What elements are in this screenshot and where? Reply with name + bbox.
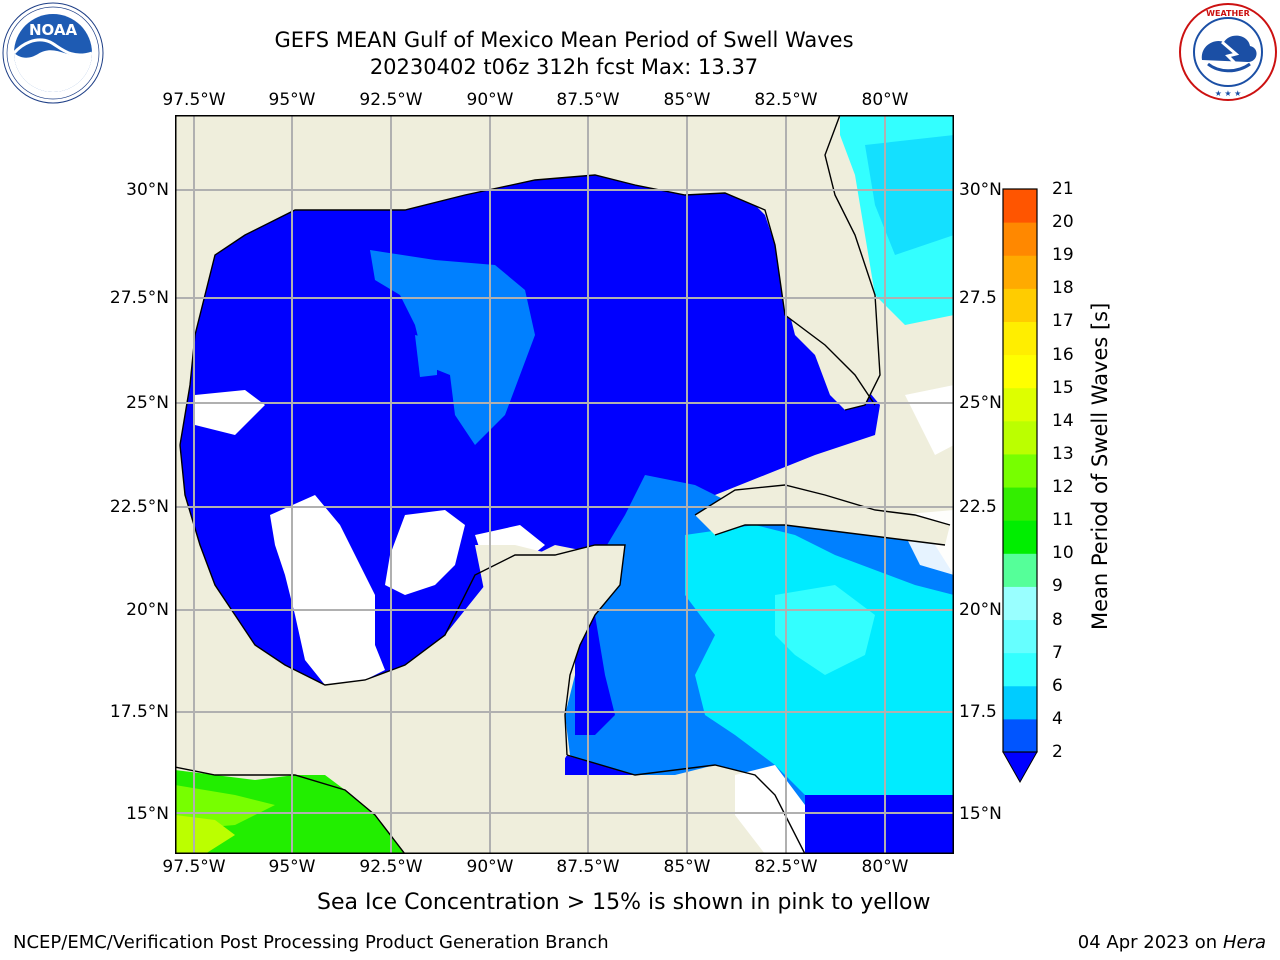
colorbar-tick: 14 (1052, 410, 1074, 431)
colorbar-band (1003, 189, 1037, 223)
lat-tick-left: 15°N (126, 804, 169, 824)
colorbar-tick: 2 (1052, 742, 1063, 762)
lon-tick-top: 80°W (861, 90, 909, 110)
colorbar-tick: 17 (1052, 311, 1074, 332)
lat-tick-right: 17.5 (959, 702, 997, 722)
map-title: GEFS MEAN Gulf of Mexico Mean Period of … (274, 28, 854, 52)
lon-tick-bottom: 97.5°W (162, 857, 226, 877)
colorbar-tick: 10 (1052, 543, 1074, 564)
colorbar-tick: 21 (1052, 179, 1074, 199)
colorbar-tick: 13 (1052, 443, 1074, 464)
colorbar-tick: 19 (1052, 245, 1074, 266)
lon-tick-top: 95°W (268, 90, 316, 110)
colorbar-extend-arrow (1002, 751, 1038, 784)
colorbar-tick: 18 (1052, 278, 1074, 299)
footer-credit: NCEP/EMC/Verification Post Processing Pr… (13, 932, 609, 953)
colorbar-band (1003, 487, 1037, 521)
colorbar-band (1003, 586, 1037, 621)
colorbar-band (1003, 619, 1037, 654)
footer-host: Hera (1222, 932, 1266, 953)
colorbar-band (1003, 387, 1037, 422)
lat-tick-left: 22.5°N (109, 497, 169, 517)
lon-tick-top: 85°W (663, 90, 711, 110)
map-subtitle: 20230402 t06z 312h fcst Max: 13.37 (369, 55, 759, 79)
colorbar-band (1003, 718, 1037, 753)
colorbar-band (1003, 222, 1037, 256)
svg-text:WEATHER: WEATHER (1206, 9, 1250, 18)
lon-tick-top: 97.5°W (162, 90, 226, 110)
lon-tick-top: 90°W (466, 90, 514, 110)
footer-date: 04 Apr 2023 on Hera (1078, 932, 1266, 954)
colorbar-tick: 6 (1052, 675, 1063, 696)
colorbar-band (1003, 520, 1037, 554)
lat-tick-left: 20°N (126, 600, 169, 620)
nws-logo: WEATHER ★ ★ ★ (1179, 3, 1277, 101)
yucatan-land (405, 545, 625, 854)
map-gridlines (175, 115, 954, 854)
footer-date-text: 04 Apr 2023 on (1077, 932, 1223, 953)
colorbar-tick: 9 (1052, 576, 1063, 597)
sea-ice-note: Sea Ice Concentration > 15% is shown in … (317, 890, 931, 915)
map-panel (175, 115, 954, 854)
colorbar-tick: 15 (1052, 377, 1074, 398)
colorbar-label: Mean Period of Swell Waves [s] (1088, 302, 1112, 630)
lat-tick-right: 27.5 (959, 288, 997, 308)
colorbar-band (1003, 553, 1037, 587)
cuba-land (695, 485, 950, 545)
map-frame (175, 115, 954, 854)
colorbar-tick: 20 (1052, 212, 1074, 233)
colorbar-band (1003, 321, 1037, 356)
colorbar-band (1003, 255, 1037, 289)
lon-tick-top: 87.5°W (556, 90, 620, 110)
colorbar-band (1003, 685, 1037, 720)
lat-tick-left: 27.5°N (109, 288, 169, 308)
colorbar-band (1003, 354, 1037, 389)
colorbar-tick: 7 (1052, 642, 1063, 663)
lat-tick-left: 25°N (126, 393, 169, 413)
lon-tick-bottom: 92.5°W (359, 857, 423, 877)
lon-tick-bottom: 90°W (466, 857, 514, 877)
colorbar-tick: 4 (1052, 708, 1063, 729)
lon-tick-bottom: 87.5°W (556, 857, 620, 877)
colorbar-tick: 16 (1052, 344, 1074, 365)
svg-text:★ ★ ★: ★ ★ ★ (1215, 89, 1242, 98)
lon-tick-top: 92.5°W (359, 90, 423, 110)
noaa-logo: NOAA (2, 2, 104, 104)
colorbar-tick: 11 (1052, 510, 1074, 531)
lat-tick-right: 30°N (959, 180, 1002, 200)
lon-tick-bottom: 82.5°W (754, 857, 818, 877)
lon-tick-bottom: 85°W (663, 857, 711, 877)
lon-tick-bottom: 80°W (861, 857, 909, 877)
colorbar (1002, 188, 1038, 784)
lat-tick-right: 20°N (959, 600, 1002, 620)
colorbar-band (1003, 652, 1037, 687)
colorbar-tick: 8 (1052, 609, 1063, 630)
colorbar-band (1003, 420, 1037, 455)
colorbar-band (1003, 288, 1037, 322)
lat-tick-right: 15°N (959, 804, 1002, 824)
noaa-logo-text: NOAA (29, 21, 78, 39)
lat-tick-right: 25°N (959, 393, 1002, 413)
lon-tick-top: 82.5°W (754, 90, 818, 110)
lat-tick-right: 22.5 (959, 497, 997, 517)
lat-tick-left: 30°N (126, 180, 169, 200)
colorbar-band (1003, 453, 1037, 488)
lon-tick-bottom: 95°W (268, 857, 316, 877)
lat-tick-left: 17.5°N (109, 702, 169, 722)
colorbar-tick: 12 (1052, 477, 1074, 498)
